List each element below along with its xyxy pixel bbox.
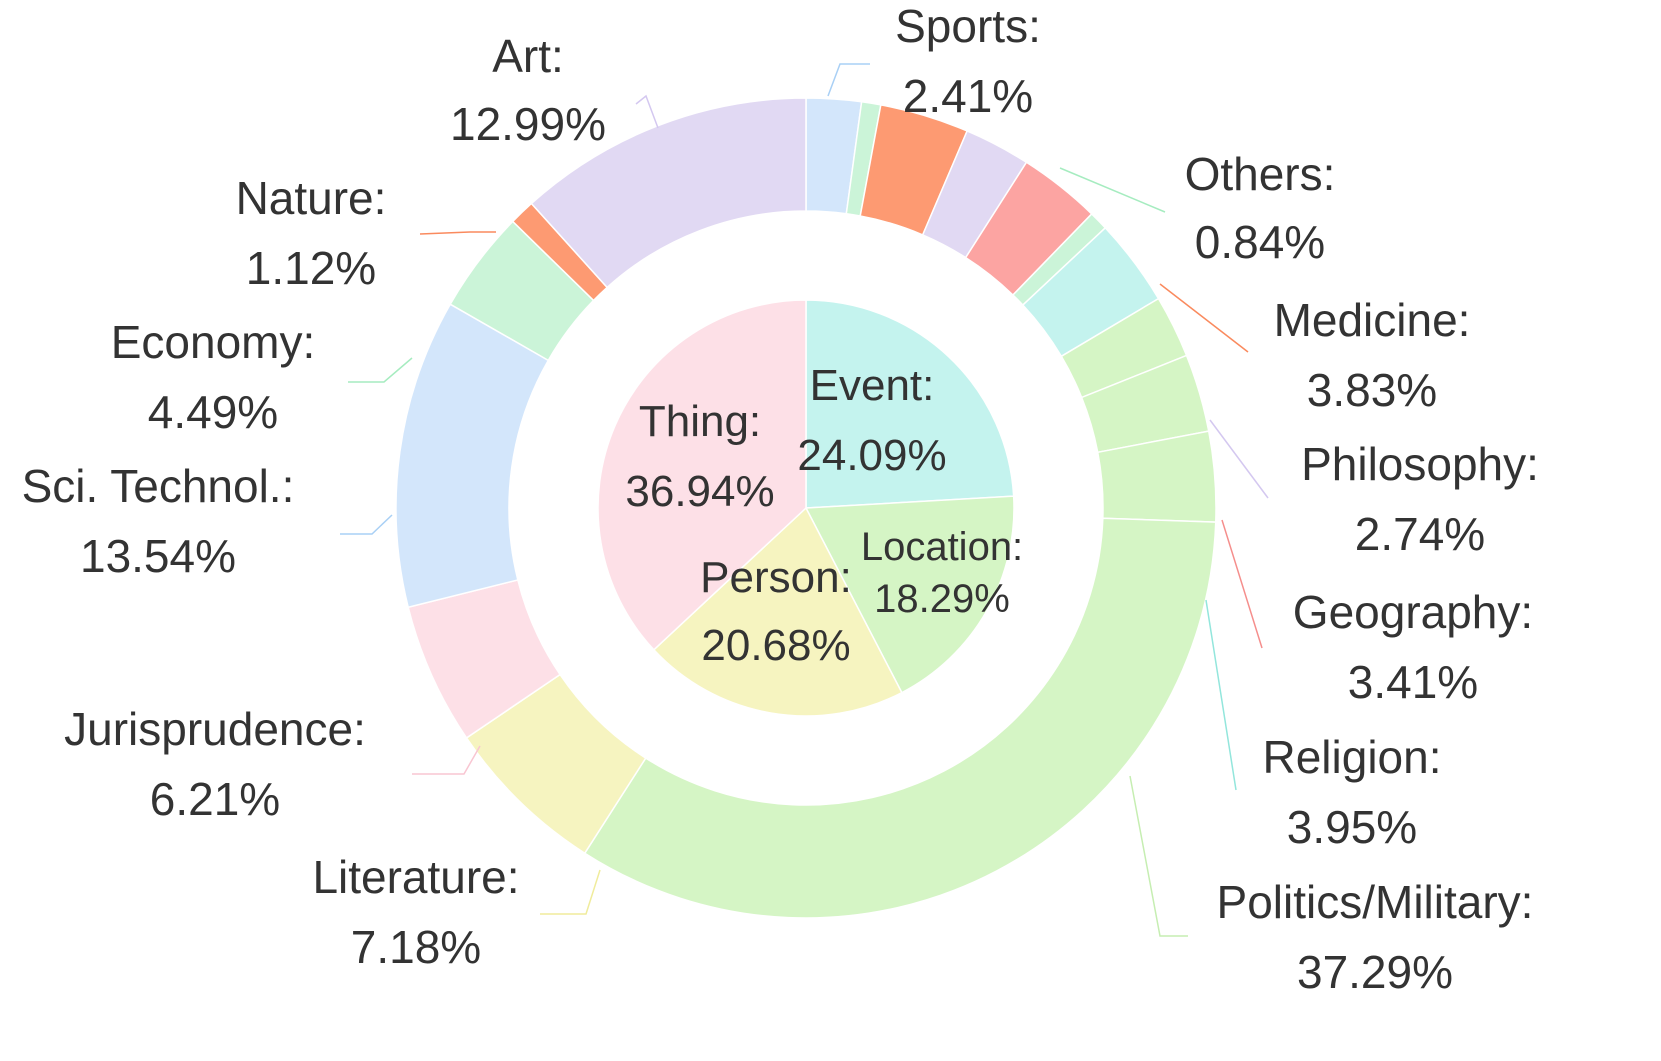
value-others: 0.84% bbox=[1195, 216, 1325, 268]
value-nature: 1.12% bbox=[246, 242, 376, 294]
value-literature: 7.18% bbox=[351, 921, 481, 973]
value-sports: 2.41% bbox=[903, 70, 1033, 122]
value-economy: 4.49% bbox=[148, 386, 278, 438]
leader-economy bbox=[348, 358, 412, 382]
label-person: Person: bbox=[700, 553, 852, 602]
value-philosophy: 2.74% bbox=[1355, 508, 1485, 560]
value-jurisprudence: 6.21% bbox=[150, 773, 280, 825]
label-economy: Economy: bbox=[111, 316, 316, 368]
value-sci-technol: 13.54% bbox=[80, 530, 236, 582]
label-politics-military: Politics/Military: bbox=[1217, 876, 1534, 928]
label-sports: Sports: bbox=[895, 0, 1041, 52]
label-medicine: Medicine: bbox=[1274, 294, 1471, 346]
value-thing: 36.94% bbox=[625, 467, 774, 516]
label-thing: Thing: bbox=[639, 397, 761, 446]
label-art: Art: bbox=[492, 30, 564, 82]
label-event: Event: bbox=[810, 361, 935, 410]
leader-politics-military bbox=[1130, 776, 1188, 936]
outer-slice-sci-technol bbox=[396, 304, 548, 607]
leader-sci-technol bbox=[340, 515, 392, 534]
leader-art bbox=[636, 96, 658, 128]
label-geography: Geography: bbox=[1293, 586, 1533, 638]
leader-religion bbox=[1206, 600, 1236, 790]
value-medicine: 3.83% bbox=[1307, 364, 1437, 416]
leader-nature bbox=[420, 232, 496, 234]
value-geography: 3.41% bbox=[1348, 656, 1478, 708]
leader-geography bbox=[1222, 520, 1262, 648]
label-sci-technol: Sci. Technol.: bbox=[22, 460, 295, 512]
label-jurisprudence: Jurisprudence: bbox=[64, 703, 366, 755]
label-location: Location: bbox=[861, 525, 1023, 569]
label-literature: Literature: bbox=[312, 851, 519, 903]
value-event: 24.09% bbox=[797, 431, 946, 480]
value-politics-military: 37.29% bbox=[1297, 946, 1453, 998]
leader-jurisprudence bbox=[412, 746, 480, 774]
label-nature: Nature: bbox=[236, 172, 387, 224]
leader-sports bbox=[828, 64, 870, 96]
value-art: 12.99% bbox=[450, 98, 606, 150]
value-person: 20.68% bbox=[701, 621, 850, 670]
label-religion: Religion: bbox=[1263, 731, 1442, 783]
label-others: Others: bbox=[1185, 148, 1336, 200]
leader-philosophy bbox=[1210, 420, 1268, 498]
leader-literature bbox=[540, 870, 600, 914]
label-philosophy: Philosophy: bbox=[1301, 438, 1539, 490]
value-religion: 3.95% bbox=[1287, 801, 1417, 853]
value-location: 18.29% bbox=[874, 577, 1010, 621]
